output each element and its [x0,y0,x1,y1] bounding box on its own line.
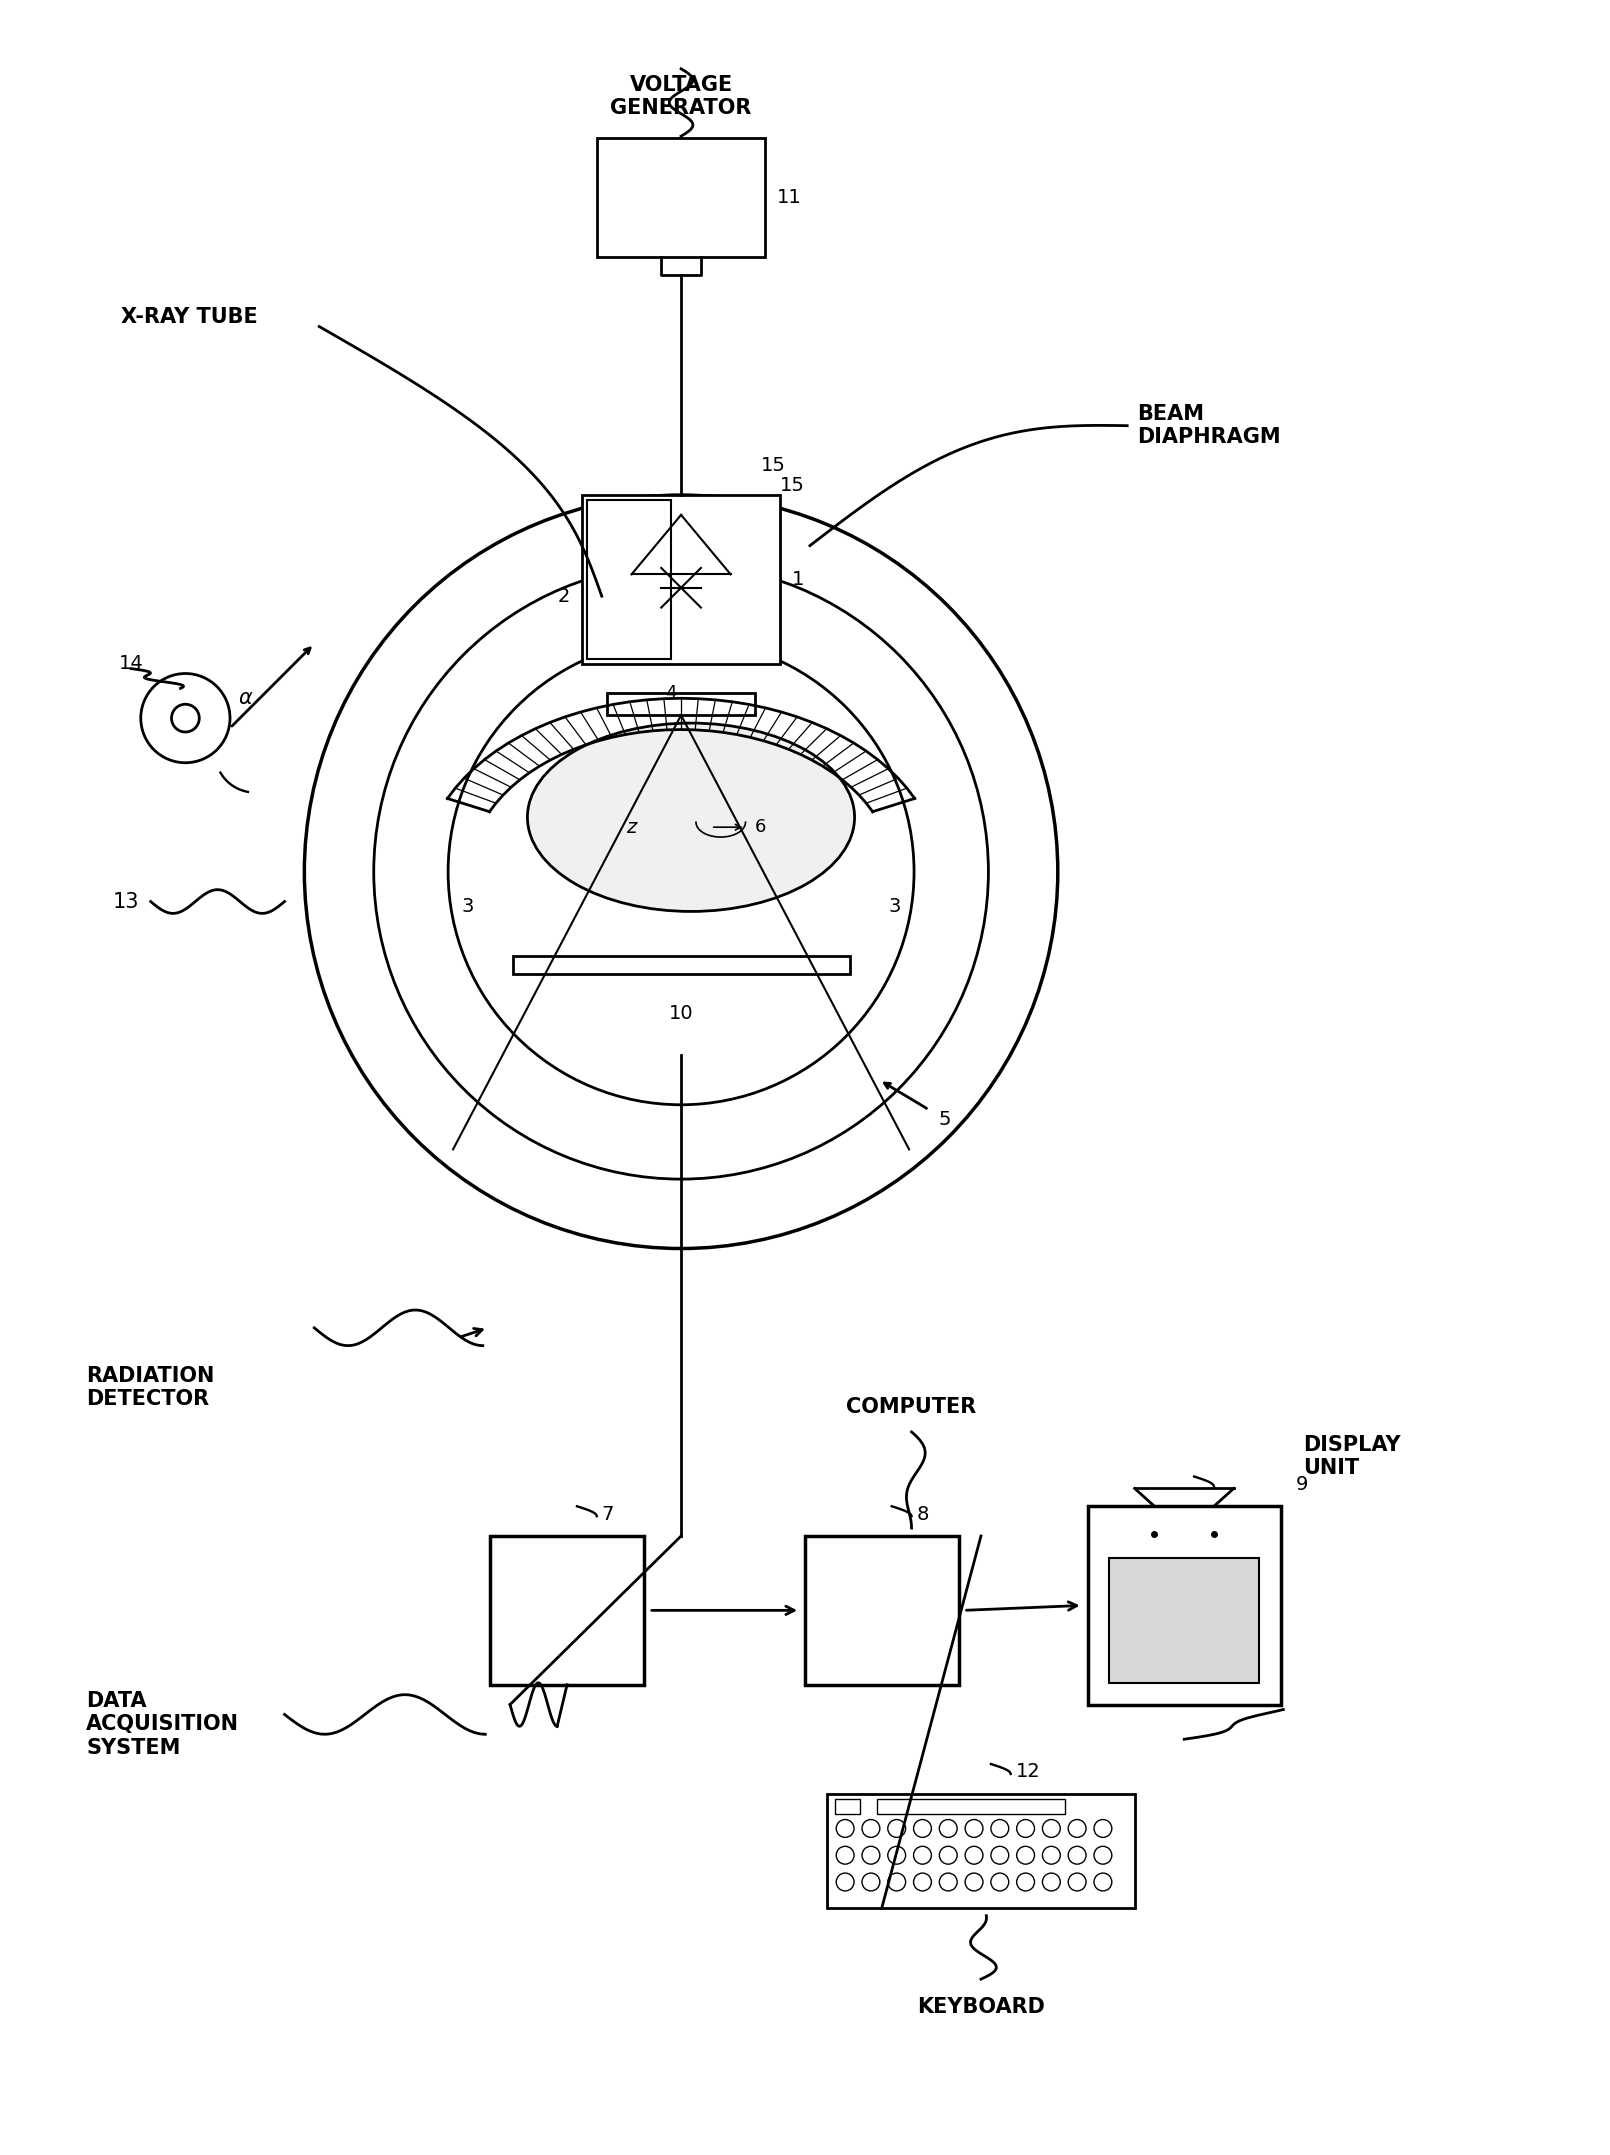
Text: 14: 14 [119,655,143,672]
Text: α: α [238,687,251,709]
Text: X-RAY TUBE: X-RAY TUBE [121,306,258,328]
Text: 11: 11 [778,187,802,207]
Text: 13: 13 [113,892,138,912]
Text: 4: 4 [665,685,676,703]
Bar [1109,1558,1259,1683]
Text: 9: 9 [1296,1474,1307,1493]
Bar [588,500,671,659]
Text: 5: 5 [939,1110,952,1129]
Text: RADIATION
DETECTOR: RADIATION DETECTOR [87,1366,214,1409]
Text: VOLTAGE
GENERATOR: VOLTAGE GENERATOR [610,75,752,119]
Text: 8: 8 [916,1504,929,1524]
Text: 3: 3 [462,896,473,916]
Bar [581,496,781,664]
Bar [1087,1506,1282,1705]
Bar [597,138,765,256]
Text: KEYBOARD: KEYBOARD [918,1998,1045,2017]
Bar [512,957,850,974]
Text: 15: 15 [781,476,805,496]
Text: 1: 1 [792,569,805,588]
Bar [805,1537,958,1685]
Text: 10: 10 [668,1004,694,1024]
Bar [489,1537,644,1685]
Text: 7: 7 [602,1504,613,1524]
Ellipse shape [528,724,855,912]
Text: 3: 3 [889,896,900,916]
Text: 15: 15 [760,457,786,474]
Bar [836,1799,860,1815]
Text: BEAM
DIAPHRAGM: BEAM DIAPHRAGM [1137,405,1280,448]
Text: 6: 6 [755,819,766,836]
Bar [828,1793,1135,1907]
Text: DATA
ACQUISITION
SYSTEM: DATA ACQUISITION SYSTEM [87,1692,240,1758]
Text: DISPLAY
UNIT: DISPLAY UNIT [1302,1435,1401,1478]
Text: 2: 2 [557,586,570,606]
Bar [877,1799,1066,1815]
Bar [607,694,755,715]
Text: z: z [626,817,636,836]
Text: 12: 12 [1016,1763,1040,1782]
Text: COMPUTER: COMPUTER [847,1396,977,1418]
